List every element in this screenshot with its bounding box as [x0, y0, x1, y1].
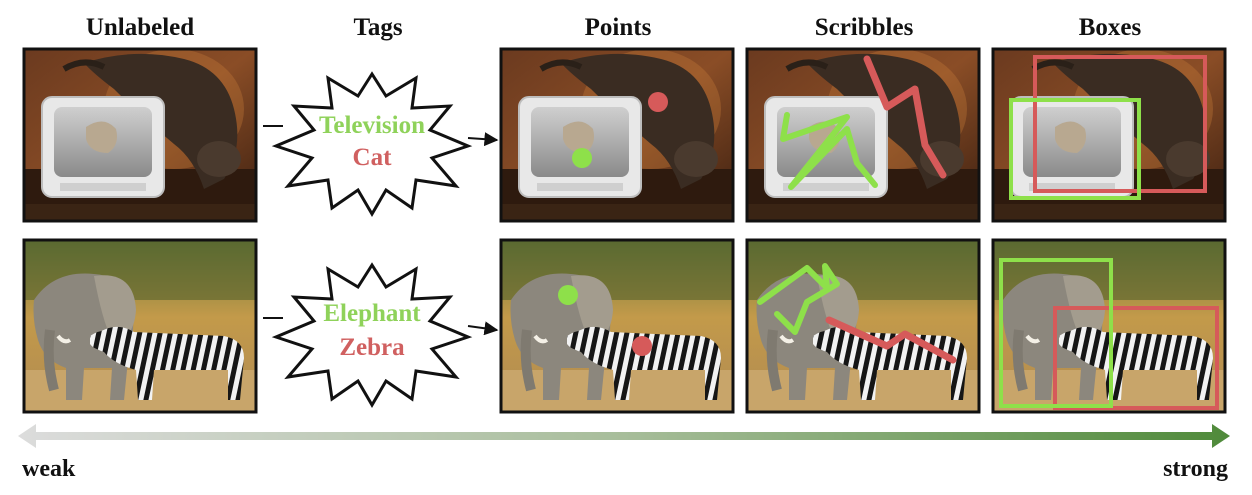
unlabeled-image-elephant [24, 240, 256, 412]
header-unlabeled: Unlabeled [86, 14, 194, 41]
box-elephant [999, 258, 1113, 408]
tag-television: Television [319, 112, 425, 139]
arrow-head-2 [467, 321, 499, 336]
point-cat [648, 92, 668, 112]
header-scribbles: Scribbles [815, 14, 914, 41]
row-1: Television Cat [24, 49, 1225, 221]
header-points: Points [585, 14, 652, 41]
arrow-head-1 [467, 132, 499, 147]
tag-elephant: Elephant [323, 300, 421, 327]
boxes-image-elephant [993, 240, 1225, 412]
box-zebra [1053, 306, 1219, 410]
scribbles-image-cat [747, 49, 979, 221]
scribble-cat [863, 55, 947, 179]
scribble-zebra [825, 316, 957, 364]
tags-to-annotations-arrows [263, 125, 499, 336]
point-zebra [632, 336, 652, 356]
point-elephant [558, 285, 578, 305]
box-cat [1033, 55, 1207, 193]
row-2: Elephant Zebra [24, 240, 1225, 412]
points-image-elephant [501, 240, 733, 412]
tag-cat: Cat [353, 144, 393, 171]
box-television [1009, 98, 1141, 200]
header-boxes: Boxes [1079, 14, 1142, 41]
unlabeled-image-cat [24, 49, 256, 221]
point-television [572, 148, 592, 168]
boxes-image-cat [993, 49, 1225, 221]
scribble-television [780, 112, 878, 190]
scribble-elephant [757, 263, 840, 335]
label-strong: strong [1163, 456, 1228, 482]
header-tags: Tags [353, 14, 402, 41]
tag-zebra: Zebra [339, 334, 405, 361]
points-image-cat [501, 49, 733, 221]
label-weak: weak [22, 456, 76, 482]
scribbles-image-elephant [747, 240, 979, 412]
supervision-strength-arrow [18, 424, 1230, 448]
